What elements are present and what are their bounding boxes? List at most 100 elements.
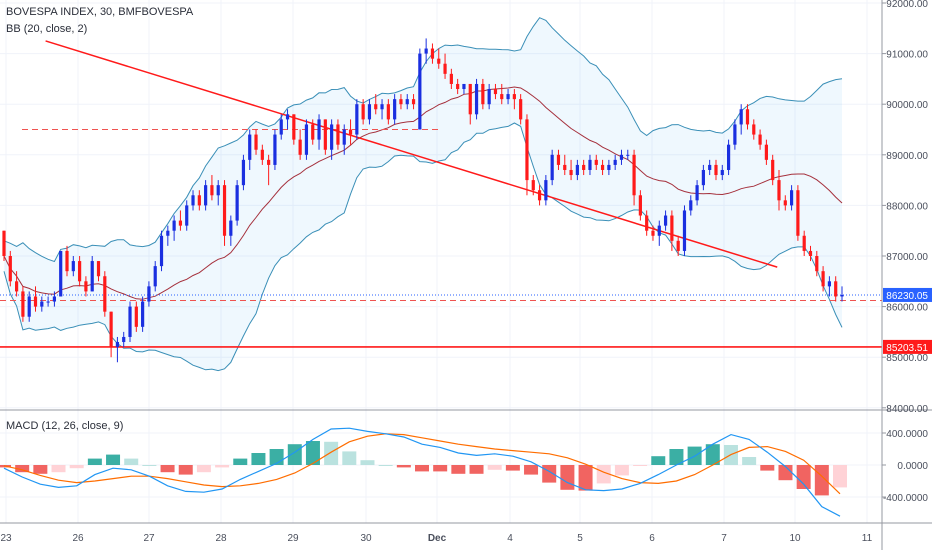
macd-y-tick-label: -400.0000 bbox=[883, 493, 928, 504]
candle-body bbox=[367, 104, 372, 120]
candle bbox=[771, 154, 775, 186]
candle bbox=[241, 154, 246, 191]
candle bbox=[33, 286, 38, 312]
bb-indicator-label: BB (20, close, 2) bbox=[6, 23, 88, 35]
bb-fill bbox=[4, 17, 842, 371]
candle-body bbox=[701, 169, 705, 186]
candle-body bbox=[147, 286, 151, 302]
x-tick-label: 6 bbox=[649, 533, 655, 544]
candle bbox=[430, 43, 435, 64]
candle-body bbox=[185, 205, 189, 226]
candle-body bbox=[52, 296, 57, 302]
candle bbox=[210, 175, 214, 201]
candle bbox=[248, 129, 252, 170]
macd-y-tick-label: 0.0000 bbox=[897, 461, 928, 472]
candle-body bbox=[808, 250, 813, 256]
macd-histogram-bar bbox=[324, 441, 339, 465]
candle bbox=[59, 250, 63, 297]
candle bbox=[103, 271, 107, 317]
bb-upper-band bbox=[3, 17, 843, 263]
candle bbox=[367, 99, 372, 125]
candle bbox=[556, 149, 561, 170]
candle bbox=[619, 149, 624, 165]
candle bbox=[405, 94, 409, 110]
candle bbox=[449, 68, 453, 90]
x-tick-label: 4 bbox=[507, 533, 513, 544]
macd-histogram-bar bbox=[833, 465, 847, 488]
candle-body bbox=[594, 159, 598, 165]
candle bbox=[827, 276, 831, 297]
candle bbox=[304, 119, 309, 160]
candle-body bbox=[613, 159, 617, 165]
candle bbox=[134, 301, 138, 332]
candle-body bbox=[449, 73, 453, 84]
candle-body bbox=[178, 220, 183, 226]
candle bbox=[386, 99, 390, 125]
macd-histogram-bar bbox=[160, 465, 175, 473]
candle bbox=[670, 210, 674, 251]
macd-histogram-bar bbox=[251, 453, 266, 465]
candle bbox=[323, 119, 327, 155]
macd-histogram-bar bbox=[705, 444, 720, 465]
candle-body bbox=[651, 230, 655, 236]
candle bbox=[777, 169, 781, 211]
candle-body bbox=[827, 281, 831, 287]
macd-histogram-bar bbox=[669, 449, 684, 465]
candle-body bbox=[330, 124, 334, 150]
candle bbox=[27, 291, 31, 322]
candle bbox=[437, 48, 441, 69]
candle-body bbox=[2, 230, 6, 256]
price-tag-box bbox=[883, 287, 932, 302]
candle bbox=[682, 205, 687, 256]
candle bbox=[588, 154, 592, 176]
candle-body bbox=[393, 99, 397, 120]
x-tick-label: 23 bbox=[0, 533, 12, 544]
candle-body bbox=[500, 94, 504, 100]
macd-histogram-bar bbox=[305, 441, 320, 465]
candle-body bbox=[544, 180, 548, 201]
candle-body bbox=[241, 159, 246, 186]
candle-body bbox=[222, 185, 227, 236]
candle-body bbox=[430, 48, 435, 59]
candle bbox=[147, 281, 151, 307]
candle bbox=[8, 250, 12, 287]
x-tick-label: 26 bbox=[72, 533, 84, 544]
candle-body bbox=[493, 89, 498, 95]
candle bbox=[361, 99, 365, 125]
candle bbox=[531, 175, 535, 196]
candle bbox=[443, 53, 447, 79]
candle bbox=[109, 311, 113, 358]
macd-line bbox=[3, 427, 841, 517]
candle bbox=[260, 144, 264, 165]
price-tag-label: 85203.51 bbox=[886, 343, 928, 354]
macd-histogram-bar bbox=[451, 465, 466, 474]
candle-body bbox=[210, 185, 214, 196]
macd-histogram-bar bbox=[106, 454, 121, 465]
macd-histogram-bar bbox=[596, 465, 611, 484]
candle bbox=[569, 159, 573, 181]
candle-body bbox=[783, 200, 787, 206]
candle-body bbox=[342, 129, 346, 145]
macd-histogram-bar bbox=[33, 465, 48, 474]
candle bbox=[468, 83, 472, 125]
candle-body bbox=[229, 220, 233, 236]
candle-body bbox=[796, 190, 800, 236]
x-tick-label: 5 bbox=[577, 533, 583, 544]
candle-body bbox=[575, 164, 579, 176]
candle-body bbox=[437, 58, 441, 64]
macd-histogram-bar bbox=[487, 465, 502, 470]
x-tick-label: 29 bbox=[287, 533, 299, 544]
trendline bbox=[45, 40, 778, 268]
candle-body bbox=[311, 124, 315, 140]
macd-histogram-bar bbox=[233, 458, 248, 465]
candle-body bbox=[134, 306, 138, 327]
candle bbox=[525, 114, 529, 196]
candle bbox=[128, 301, 132, 343]
candle bbox=[424, 38, 428, 64]
candle bbox=[374, 94, 378, 115]
candle-body bbox=[348, 129, 353, 135]
candle-body bbox=[657, 225, 661, 236]
candle bbox=[229, 215, 233, 246]
